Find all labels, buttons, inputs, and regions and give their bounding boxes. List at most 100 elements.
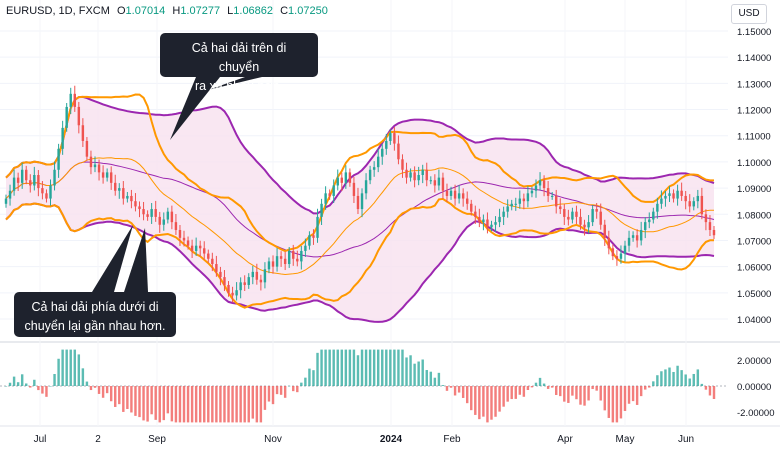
histogram-bar <box>251 386 255 419</box>
histogram-bar <box>639 386 643 397</box>
narrow-basis <box>5 157 714 276</box>
high-label: H <box>172 5 181 17</box>
histogram-bar <box>559 386 562 397</box>
histogram-bar <box>587 386 590 401</box>
histogram-bar <box>514 386 517 399</box>
candle-body <box>134 201 137 207</box>
candle-body <box>368 169 372 181</box>
histogram-bar <box>198 386 202 423</box>
histogram-bar <box>631 386 635 402</box>
candle-body <box>502 211 505 217</box>
candle-body <box>688 201 691 207</box>
histogram-bar <box>275 386 279 395</box>
candle-body <box>300 250 303 262</box>
candle-body <box>506 206 509 212</box>
symbol-label[interactable]: EURUSD, 1D, FXCM <box>6 5 110 17</box>
callout-lower-line-2: chuyển lại gần nhau hơn. <box>24 319 166 333</box>
time-tick-label: Nov <box>264 434 282 445</box>
candle-body <box>445 190 449 196</box>
candle-body <box>231 292 234 296</box>
histogram-bar <box>215 386 218 423</box>
histogram-bar <box>506 386 509 402</box>
candle-body <box>227 284 230 293</box>
histogram-bar <box>595 386 598 391</box>
histogram-bar <box>526 386 530 391</box>
histogram-bar <box>130 386 133 413</box>
histogram-bar <box>575 386 578 400</box>
candle-body <box>684 195 687 202</box>
candle-body <box>239 282 242 291</box>
candle-body <box>449 190 453 196</box>
histogram-bar <box>376 349 380 386</box>
callout-upper-bands: Cả hai dải trên di chuyển ra xa nhau hơn… <box>160 33 318 93</box>
price-tick-label: 1.08000 <box>737 210 771 221</box>
candle-body <box>114 182 117 191</box>
candle-body <box>101 172 105 178</box>
histogram-bar <box>389 349 392 386</box>
pointer-upper-right <box>208 77 262 90</box>
candle-body <box>215 264 218 272</box>
histogram-bar <box>352 349 356 386</box>
candle-body <box>587 222 590 228</box>
candle-body <box>389 133 392 141</box>
candle-body <box>45 193 48 199</box>
candle-body <box>708 222 712 230</box>
candle-body <box>138 206 141 210</box>
candle-body <box>61 127 64 149</box>
price-tick-label: 1.13000 <box>737 79 771 90</box>
candle-body <box>287 250 291 265</box>
histogram-bar <box>255 386 259 423</box>
candle-body <box>360 193 364 210</box>
histogram-bar <box>61 349 64 386</box>
histogram-bar <box>134 386 137 416</box>
histogram-bar <box>57 358 60 386</box>
histogram-bar <box>538 377 542 386</box>
candle-body <box>433 180 437 186</box>
histogram-bar <box>482 386 485 417</box>
histogram-bar <box>259 386 263 423</box>
candle-body <box>510 203 513 207</box>
candle-body <box>142 209 145 215</box>
histogram-bar <box>405 357 408 386</box>
candle-body <box>676 190 679 199</box>
close-value: 1.07250 <box>288 5 328 17</box>
candle-body <box>478 216 481 223</box>
currency-button[interactable]: USD <box>731 4 767 24</box>
histogram-bar <box>69 349 72 386</box>
candle-body <box>441 177 445 191</box>
histogram-bar <box>627 386 631 404</box>
candle-body <box>607 237 611 249</box>
symbol-header: EURUSD, 1D, FXCM O1.07014 H1.07277 L1.06… <box>6 5 328 17</box>
histogram-bar <box>445 386 449 391</box>
histogram-bar <box>583 386 586 406</box>
candle-body <box>219 271 222 278</box>
candle-body <box>409 172 412 178</box>
histogram-bar <box>425 370 428 386</box>
histogram-bar <box>704 386 708 390</box>
histogram-bar <box>648 386 651 388</box>
candle-body <box>704 214 708 223</box>
candle-body <box>251 271 255 278</box>
histogram-bar <box>344 349 348 386</box>
histogram-bar <box>263 386 267 410</box>
histogram-bar <box>29 386 32 388</box>
osc-tick-label: 0.00000 <box>737 382 771 393</box>
histogram-bar <box>73 349 76 386</box>
price-tick-label: 1.10000 <box>737 158 771 169</box>
histogram-bar <box>534 382 538 386</box>
candle-body <box>559 206 562 210</box>
candle-body <box>583 224 586 228</box>
callout-upper-line-2: ra xa nhau hơn. <box>194 79 284 93</box>
candle-body <box>660 198 663 204</box>
candle-body <box>53 169 56 186</box>
candle-body <box>648 219 651 223</box>
candle-body <box>182 237 186 241</box>
histogram-bar <box>118 386 121 405</box>
price-tick-label: 1.07000 <box>737 236 771 247</box>
histogram-bar <box>563 386 566 402</box>
histogram-bar <box>146 386 149 422</box>
candle-body <box>619 253 623 259</box>
candle-body <box>405 169 408 178</box>
histogram-bar <box>328 349 331 386</box>
time-tick-label: Apr <box>557 434 573 445</box>
